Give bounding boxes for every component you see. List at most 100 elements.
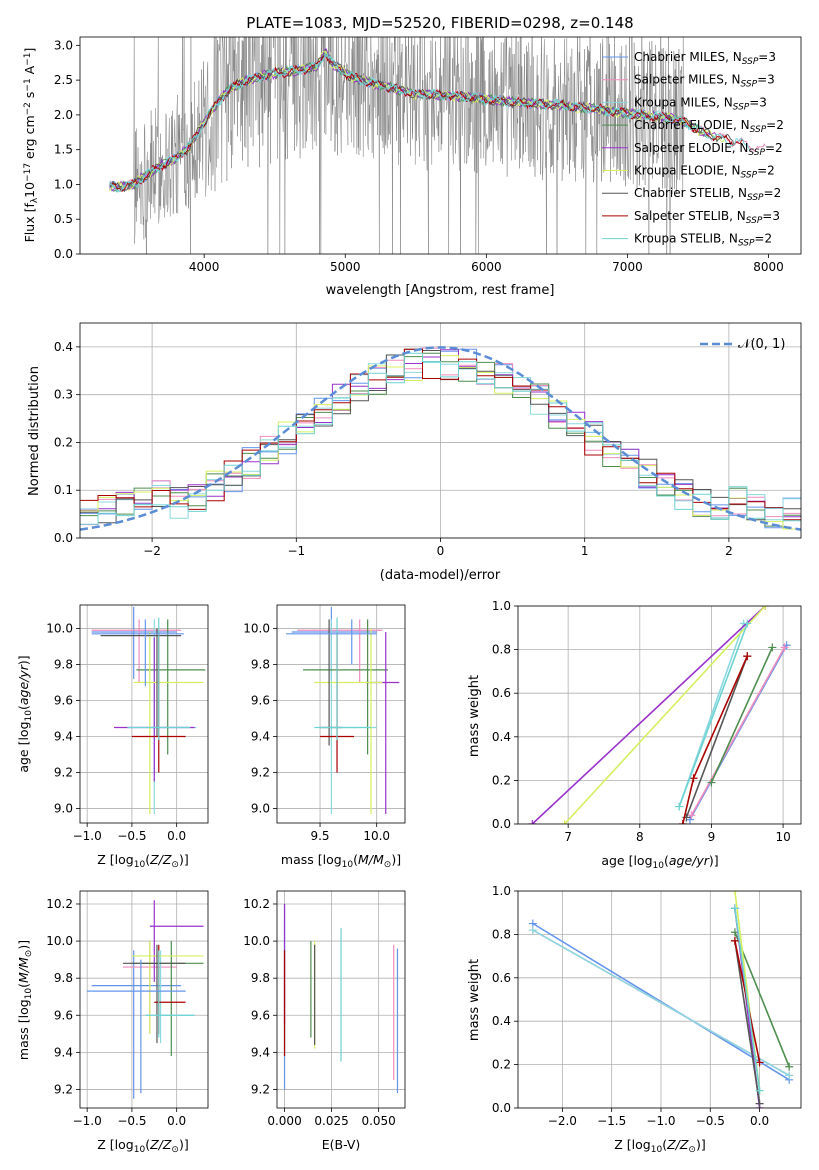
x-tick-label: 8 [636,830,644,844]
y-tick-label: 9.8 [54,657,73,671]
weight-line [734,940,761,1104]
x-tick-label: −2.0 [548,1114,577,1128]
weight-marker [785,1071,794,1080]
x-tick-label: 8000 [753,260,784,274]
gaussian-curve [80,346,801,531]
weight-line [678,623,749,807]
panel-weight-vs-age: 7 8 9 10 0.0 0.2 0.4 0.6 0.8 1.0 [492,599,802,844]
x-tick-label: 0.0 [167,1114,186,1128]
grid [277,605,405,823]
y-tick-label: 0.4 [492,730,511,744]
weight-marker [755,1086,764,1095]
panel-residual-hist: −2 −1 0 1 2 0.0 0.1 0.2 0.3 0.4 [54,322,802,558]
weight-marker [707,778,716,787]
x-tick-label: −1.5 [597,1114,626,1128]
y-tick-label: 9.4 [54,1045,73,1059]
x-tick-label: 7 [564,830,572,844]
x-tick-label: 4000 [189,260,220,274]
y-tick-label: 9.4 [251,730,270,744]
weight-line [532,929,790,1077]
axes-frame [276,604,406,824]
y-tick-label: 10.0 [46,621,73,635]
weight-marker [743,619,752,628]
plot-area [80,323,801,538]
grid [80,605,208,823]
x-axis-label: mass [log10(M/M⊙)] [281,852,401,870]
weight-marker [785,1062,794,1071]
y-tick-label: 0.8 [492,643,511,657]
axes-frame [79,322,802,539]
x-tick-label: −1.0 [646,1114,675,1128]
grid [80,891,208,1108]
legend: Chabrier MILES, NSSP=3 Salpeter MILES, NS… [602,50,784,249]
y-tick-label: 9.6 [251,1008,270,1022]
grid [518,891,801,1108]
y-tick-label: 3.0 [54,38,73,52]
weight-marker [730,936,739,945]
x-tick-label: −1 [287,544,305,558]
panel-age-vs-mass: 9.5 10.0 9.0 9.2 9.4 9.6 9.8 10.0 [243,604,406,843]
model-kroupa-stelib [109,52,751,193]
y-tick-label: 0.6 [492,686,511,700]
x-tick-label: −0.5 [117,1114,146,1128]
y-tick-label: 9.4 [251,1045,270,1059]
x-tick-label: 2 [725,544,733,558]
x-tick-label: −0.5 [696,1114,725,1128]
axes-frame [517,605,802,825]
x-axis-label: Z [log10(Z/Z⊙)] [97,852,188,870]
axes-frame [79,604,209,824]
observed-spectrum [109,37,687,254]
panel-weight-vs-Z: −2.0 −1.5 −1.0 −0.5 0.0 0.0 0.2 0.4 0.6 0.8 1.0 [492,884,802,1128]
legend-label: 𝒩(0, 1) [738,337,785,352]
axes-frame [79,890,209,1109]
y-tick-label: 9.8 [251,971,270,985]
weight-marker [730,904,739,913]
y-axis-label: mass weight [467,959,482,1041]
x-tick-label: 1 [581,544,589,558]
weight-marker [560,820,569,824]
legend-label: Chabrier MILES, NSSP=3 [634,50,776,67]
legend-label: Salpeter MILES, NSSP=3 [634,73,775,90]
y-tick-label: 0.2 [492,1058,511,1072]
plot-area [109,37,766,254]
y-tick-label: 0.8 [492,927,511,941]
y-tick-label: 9.0 [251,802,270,816]
x-tick-label: 7000 [612,260,643,274]
y-tick-label: 1.0 [54,177,73,191]
model-salpeter-stelib [109,53,744,192]
y-axis-label: age [log10(age/yr)] [16,655,34,772]
y-tick-label: 10.2 [46,897,73,911]
x-tick-label: 10 [775,830,790,844]
x-tick-label: −2 [143,544,161,558]
weight-marker [755,1099,764,1108]
panel-mass-vs-Z: −1.0 −0.5 0.0 9.2 9.4 9.6 9.8 10.0 10.2 [46,890,209,1128]
x-tick-label: −1.0 [73,1114,102,1128]
weight-line [531,606,766,824]
y-tick-label: 0.2 [492,773,511,787]
weight-marker [528,820,537,824]
x-tick-label: −1.0 [73,829,102,843]
y-tick-label: 0.6 [492,971,511,985]
axes-frame [517,890,802,1109]
x-axis-label: age [log10(age/yr)] [601,853,718,871]
weight-line [710,647,774,783]
y-tick-label: 0.0 [492,817,511,831]
weight-line [564,606,766,824]
y-tick-label: 0.5 [54,212,73,226]
weight-marker [675,802,684,811]
weight-line [734,908,761,1091]
y-tick-label: 9.2 [54,766,73,780]
plot-area [518,606,801,824]
y-tick-label: 9.0 [54,802,73,816]
legend-label: Salpeter ELODIE, NSSP=2 [634,141,783,158]
x-axis-label: Z [log10(Z/Z⊙)] [614,1137,705,1155]
y-axis-label: Flux [fλ10−17 erg cm−2 s−1 A−1] [22,48,40,243]
x-axis-label: E(B-V) [322,1137,361,1152]
y-axis-label: Normed distribution [27,366,42,496]
x-tick-label: 0.025 [314,1114,348,1128]
model-chabrier-stelib [109,53,735,193]
panel-mass-vs-ebv: 0.000 0.025 0.050 9.2 9.4 9.6 9.8 10.0 10.2 [243,890,406,1128]
y-axis-label: mass weight [467,675,482,757]
y-tick-label: 10.2 [243,897,270,911]
y-tick-label: 0.3 [54,388,73,402]
